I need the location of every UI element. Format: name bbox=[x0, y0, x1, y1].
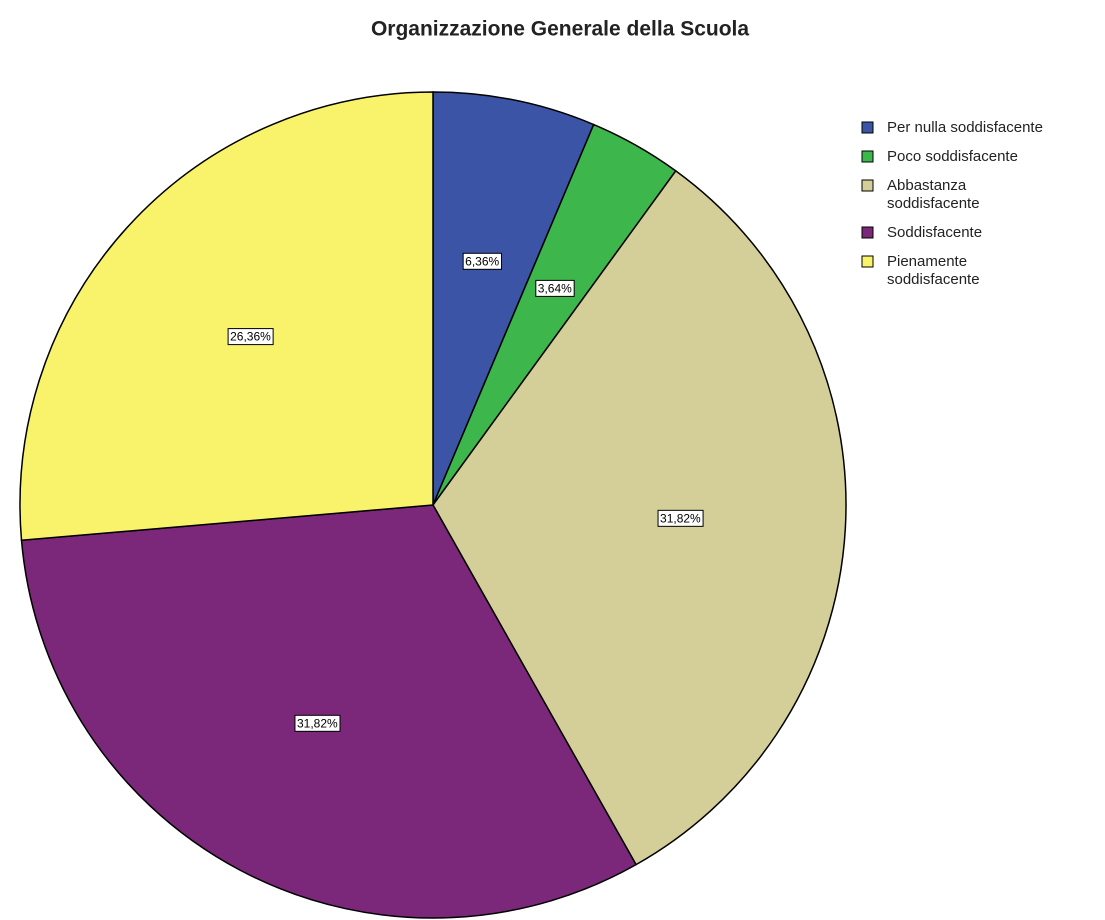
legend-label: Abbastanza soddisfacente bbox=[887, 177, 980, 212]
legend-swatch bbox=[861, 121, 874, 134]
pie-slice bbox=[432, 91, 595, 506]
value-label: 31,82% bbox=[660, 511, 701, 525]
value-label-group: 26,36% bbox=[227, 328, 274, 346]
legend-label: Per nulla soddisfacente bbox=[887, 119, 1043, 136]
value-label-box bbox=[294, 714, 341, 732]
legend-swatch bbox=[861, 226, 874, 239]
value-label: 6,36% bbox=[465, 254, 499, 268]
value-label: 26,36% bbox=[230, 330, 271, 344]
pie-slice bbox=[432, 169, 847, 866]
value-label-box bbox=[227, 328, 274, 346]
pie-slice bbox=[20, 504, 638, 919]
value-label-box bbox=[535, 279, 575, 297]
value-label-group: 31,82% bbox=[294, 714, 341, 732]
value-label-group: 6,36% bbox=[462, 252, 503, 270]
legend-swatch bbox=[861, 179, 874, 192]
value-label: 3,64% bbox=[538, 281, 572, 295]
legend-swatch bbox=[861, 255, 874, 268]
legend-label: Soddisfacente bbox=[887, 224, 982, 241]
value-label-box bbox=[462, 252, 503, 270]
value-label-group: 3,64% bbox=[535, 279, 575, 297]
legend-label: Poco soddisfacente bbox=[887, 148, 1018, 165]
value-label-group: 31,82% bbox=[657, 509, 704, 527]
legend-swatch bbox=[861, 150, 874, 163]
legend-label: Pienamente soddisfacente bbox=[887, 253, 980, 288]
pie-slice bbox=[19, 91, 434, 542]
value-label-box bbox=[657, 509, 704, 527]
chart-title: Organizzazione Generale della Scuola bbox=[371, 18, 749, 41]
value-label: 31,82% bbox=[297, 716, 338, 730]
